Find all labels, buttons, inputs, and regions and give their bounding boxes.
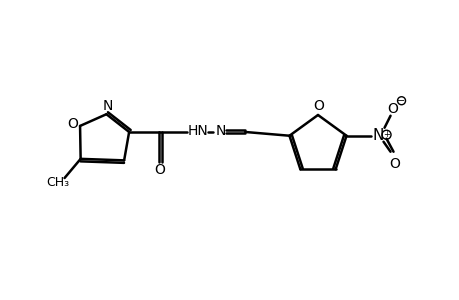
Text: O: O <box>386 102 397 116</box>
Text: CH₃: CH₃ <box>46 176 69 188</box>
Text: −: − <box>397 96 405 106</box>
Text: O: O <box>313 99 324 113</box>
Text: +: + <box>382 130 389 139</box>
Text: N: N <box>215 124 226 138</box>
Text: O: O <box>67 117 78 131</box>
Text: N: N <box>372 128 383 143</box>
Text: HN: HN <box>187 124 208 138</box>
Text: O: O <box>154 163 165 177</box>
Text: N: N <box>102 99 112 113</box>
Text: O: O <box>388 157 399 171</box>
